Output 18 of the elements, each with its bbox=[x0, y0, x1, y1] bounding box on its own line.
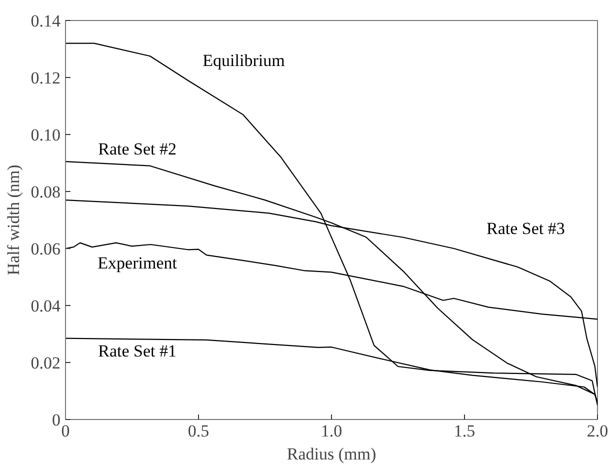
series-label: Rate Set #2 bbox=[98, 139, 177, 158]
x-axis-title: Radius (mm) bbox=[286, 444, 376, 464]
y-tick-label: 0.08 bbox=[30, 182, 60, 202]
y-tick-label: 0.06 bbox=[30, 240, 60, 258]
series-label: Rate Set #3 bbox=[486, 219, 565, 238]
y-tick-label: 0.10 bbox=[30, 126, 60, 144]
y-tick-label: 0.02 bbox=[30, 354, 60, 372]
series-label: Experiment bbox=[98, 253, 178, 272]
y-axis-title: Half width (nm) bbox=[4, 164, 23, 276]
y-tick-label: 0.12 bbox=[30, 68, 60, 88]
y-tick-label: 0.14 bbox=[30, 12, 61, 30]
x-tick-label: 1.5 bbox=[454, 422, 476, 440]
x-tick-label: 1.0 bbox=[320, 422, 342, 440]
y-tick-label: 0.04 bbox=[30, 296, 61, 316]
x-tick-label: 2.0 bbox=[586, 422, 608, 440]
series-label: Rate Set #1 bbox=[98, 342, 177, 361]
series-label: Equilibrium bbox=[202, 50, 285, 70]
x-tick-label: 0.5 bbox=[188, 422, 210, 440]
